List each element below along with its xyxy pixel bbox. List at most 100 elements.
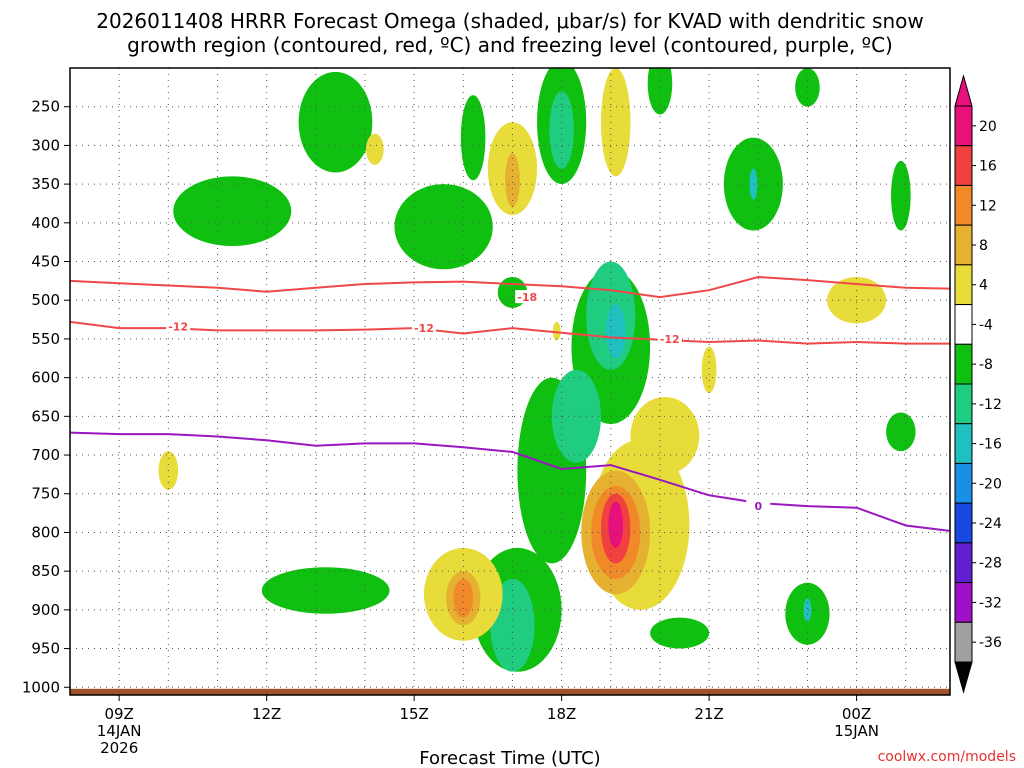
- colorbar-label: -32: [979, 595, 1002, 611]
- colorbar-bin-3: [954, 224, 973, 266]
- y-tick-label: 350: [31, 175, 60, 193]
- omega-shade-28: [701, 346, 717, 394]
- colorbar-label: 4: [979, 278, 988, 294]
- x-tick-label: 21Z: [694, 705, 723, 723]
- colorbar-label: 20: [979, 119, 997, 135]
- x-tick-label: 18Z: [547, 705, 576, 723]
- contour-label-bg: [166, 319, 191, 333]
- contour-label-dgz-minus12: -12: [660, 333, 680, 346]
- x-tick-label: 09Z: [104, 705, 133, 723]
- colorbar-label: -36: [979, 635, 1002, 651]
- x-tick-year: 2026: [100, 739, 138, 757]
- omega-shade-38: [453, 578, 474, 618]
- colorbar-top-arrow: [954, 74, 973, 107]
- omega-shade-33: [552, 321, 561, 341]
- colorbar: 20 16 12 8 4 -4 -8 -12 -16 -20 -24 -28 -32 -36: [954, 74, 1002, 694]
- omega-shade-21: [605, 304, 626, 359]
- omega-shade-12: [261, 567, 390, 614]
- omega-shade-34: [505, 153, 520, 208]
- colorbar-label: -12: [979, 397, 1002, 413]
- contour-label-bg: [657, 331, 682, 345]
- colorbar-bin-4: [954, 264, 973, 306]
- y-tick-label: 500: [31, 291, 60, 309]
- x-axis-label: Forecast Time (UTC): [419, 748, 600, 768]
- terrain-surface: [70, 688, 950, 695]
- plot-area: -18 -12 -12 -12 0 250 300 350 400 450 500 550 600 650…: [22, 67, 951, 757]
- contour-label-dgz-minus12: -12: [414, 322, 434, 335]
- omega-shade-15: [886, 412, 916, 452]
- colorbar-label: 8: [979, 238, 988, 254]
- omega-shade-17: [549, 91, 574, 169]
- omega-shade-13: [650, 617, 710, 649]
- y-tick-label: 400: [31, 214, 60, 232]
- y-tick-label: 650: [31, 407, 60, 425]
- colorbar-bin-7: [954, 383, 973, 425]
- contour-label-bg: [515, 290, 540, 304]
- omega-shade-22: [803, 598, 812, 622]
- contour-label-freezing-level: 0: [754, 500, 762, 513]
- y-tick-label: 600: [31, 369, 60, 387]
- colorbar-label: 16: [979, 159, 997, 175]
- chart-title-line-1: 2026011408 HRRR Forecast Omega (shaded, …: [96, 9, 924, 33]
- colorbar-label: -28: [979, 556, 1002, 572]
- contour-label-bg: [411, 321, 436, 335]
- colorbar-bin-1: [954, 145, 973, 186]
- omega-shade-30: [630, 396, 700, 475]
- colorbar-label: -4: [979, 317, 993, 333]
- x-tick-label: 00Z: [842, 705, 871, 723]
- plot-frame: [69, 67, 951, 696]
- colorbar-label: -20: [979, 476, 1002, 492]
- y-tick-label: 450: [31, 253, 60, 271]
- contour-label-dgz-minus18: -18: [517, 291, 537, 304]
- y-tick-label: 750: [31, 485, 60, 503]
- y-tick-label: 300: [31, 136, 60, 154]
- contour-label-dgz-minus12: -12: [168, 321, 188, 334]
- colorbar-bin-2: [954, 184, 973, 226]
- omega-shade-23: [749, 168, 758, 200]
- omega-shade-1: [173, 176, 292, 247]
- omega-shade-6: [795, 68, 820, 107]
- y-tick-label: 900: [31, 601, 60, 619]
- x-tick-date: 15JAN: [834, 722, 879, 740]
- colorbar-bin-12: [954, 582, 973, 623]
- y-tick-label: 950: [31, 640, 60, 658]
- y-tick-label: 850: [31, 562, 60, 580]
- y-tick-label: 250: [31, 98, 60, 116]
- colorbar-bottom-arrow: [954, 661, 973, 694]
- colorbar-bin-6: [954, 343, 973, 385]
- colorbar-label: -24: [979, 516, 1002, 532]
- colorbar-label: -8: [979, 357, 993, 373]
- colorbar-bin-0: [954, 105, 973, 147]
- x-tick-date: 14JAN: [97, 722, 142, 740]
- contour-label-bg: [746, 499, 771, 513]
- omega-shade-3: [394, 184, 493, 270]
- contour-dgz-minus12: [70, 320, 950, 345]
- colorbar-bin-11: [954, 542, 973, 584]
- omega-shade-0: [298, 71, 373, 173]
- omega-shade-2: [460, 95, 486, 181]
- colorbar-label: 12: [979, 198, 997, 214]
- colorbar-bin-8: [954, 423, 973, 464]
- plot-inner: -18 -12 -12 -12 0: [70, 68, 950, 695]
- y-tick-label: 1000: [22, 678, 60, 696]
- contour-freezing-level: [70, 431, 950, 532]
- y-tick-label: 700: [31, 446, 60, 464]
- omega-shade-24: [365, 133, 384, 165]
- omega-shade-5: [647, 68, 673, 115]
- omega-shade-40: [608, 501, 624, 548]
- credit-text[interactable]: coolwx.com/models: [878, 749, 1016, 765]
- colorbar-bin-13: [954, 621, 973, 663]
- omega-shade-19: [551, 369, 601, 463]
- colorbar-bin-10: [954, 502, 973, 544]
- omega-shade-26: [600, 68, 631, 177]
- omega-shade-8: [891, 160, 911, 231]
- colorbar-bin-5: [954, 304, 973, 345]
- colorbar-label: -16: [979, 437, 1002, 453]
- chart-title-line-2: growth region (contoured, red, ºC) and f…: [127, 33, 893, 57]
- x-tick-label: 12Z: [252, 705, 281, 723]
- colorbar-bin-9: [954, 462, 973, 504]
- y-tick-label: 800: [31, 523, 60, 541]
- contour-dgz-minus18: [70, 275, 950, 299]
- x-tick-label: 15Z: [399, 705, 428, 723]
